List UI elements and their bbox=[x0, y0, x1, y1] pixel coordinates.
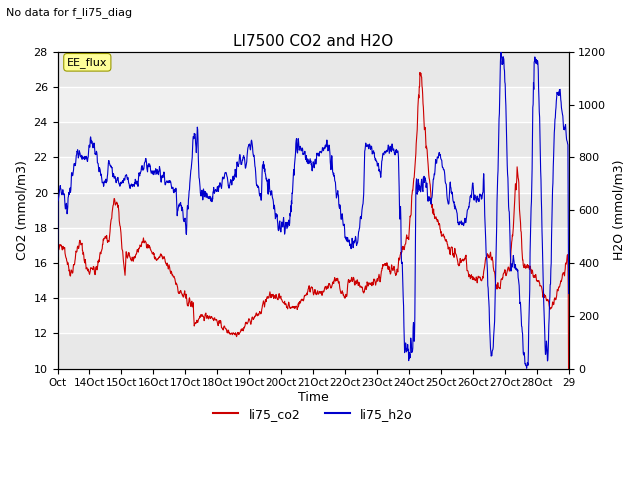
Bar bbox=[58, 52, 568, 87]
Y-axis label: CO2 (mmol/m3): CO2 (mmol/m3) bbox=[15, 160, 28, 260]
Legend: li75_co2, li75_h2o: li75_co2, li75_h2o bbox=[209, 403, 418, 426]
Bar bbox=[58, 122, 568, 157]
Bar bbox=[58, 263, 568, 298]
Text: No data for f_li75_diag: No data for f_li75_diag bbox=[6, 7, 132, 18]
Y-axis label: H2O (mmol/m3): H2O (mmol/m3) bbox=[612, 160, 625, 260]
Bar bbox=[58, 333, 568, 369]
Title: LI7500 CO2 and H2O: LI7500 CO2 and H2O bbox=[233, 34, 393, 49]
Bar bbox=[58, 192, 568, 228]
X-axis label: Time: Time bbox=[298, 391, 328, 404]
Text: EE_flux: EE_flux bbox=[67, 57, 108, 68]
